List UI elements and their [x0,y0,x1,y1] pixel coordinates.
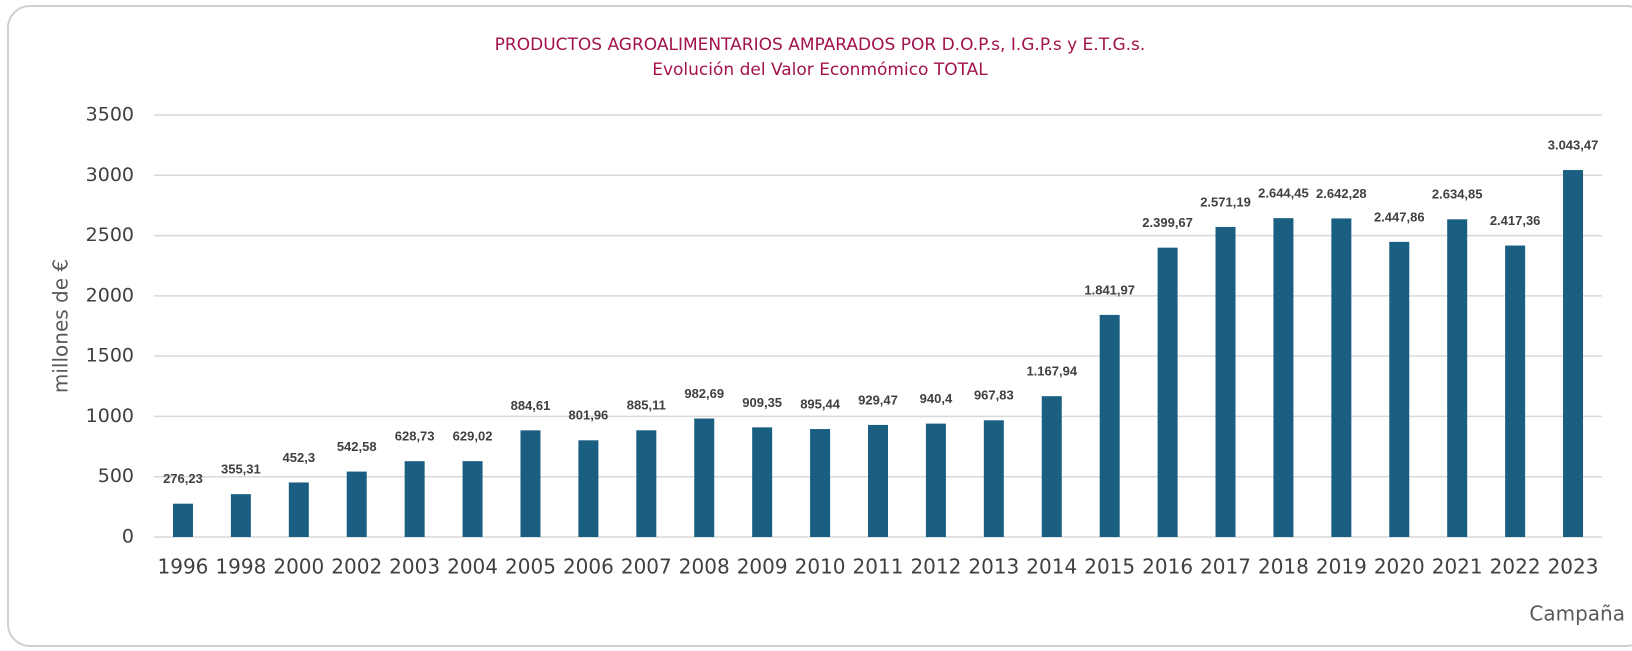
value-label: 2.642,28 [1316,186,1367,201]
value-label: 628,73 [395,429,435,444]
value-label: 895,44 [800,396,841,411]
y-tick-label: 1000 [86,405,134,427]
bar [1215,226,1236,537]
bar [810,429,831,537]
bar [1447,219,1468,537]
y-tick-label: 3500 [86,104,134,126]
x-tick-label: 2007 [621,555,672,579]
bar [1273,218,1294,537]
y-tick-label: 2000 [86,284,134,306]
x-axis-title: Campaña [1529,602,1625,626]
value-label: 967,83 [974,388,1014,403]
bar [868,424,888,537]
bar [288,482,309,537]
x-tick-label: 2020 [1374,555,1425,579]
bar [925,423,946,537]
chart-title: PRODUCTOS AGROALIMENTARIOS AMPARADOS POR… [495,35,1146,55]
bar [1157,247,1178,537]
x-tick-label: 2021 [1432,555,1483,579]
bar [462,461,483,537]
bar [404,461,425,537]
y-tick-label: 3000 [86,164,134,186]
x-tick-label: 2013 [968,555,1019,579]
x-tick-label: 2018 [1258,555,1309,579]
value-label: 2.447,86 [1374,209,1425,224]
bar [1331,218,1352,538]
x-tick-label: 2011 [853,555,904,579]
value-label: 2.417,36 [1490,213,1541,228]
value-label: 1.841,97 [1084,282,1135,297]
value-label: 355,31 [221,462,261,477]
value-label: 909,35 [742,395,782,410]
value-label: 542,58 [337,439,377,454]
bar [752,427,773,537]
bar [1389,241,1410,537]
value-label: 452,3 [283,450,316,465]
value-label: 929,47 [858,392,898,407]
x-tick-label: 2014 [1026,555,1077,579]
bar [172,503,193,537]
value-label: 885,11 [627,398,666,413]
value-label: 3.043,47 [1548,137,1599,152]
bar [1099,314,1120,537]
x-tick-label: 2016 [1142,555,1193,579]
x-tick-label: 2000 [273,555,324,579]
chart-subtitle: Evolución del Valor Econmómico TOTAL [652,60,988,80]
y-tick-label: 0 [122,526,134,548]
x-tick-label: 1996 [158,555,209,579]
bar [694,418,715,537]
y-tick-label: 2500 [86,224,134,246]
value-label: 1.167,94 [1026,364,1077,379]
x-tick-label: 2010 [795,555,846,579]
y-tick-label: 1500 [86,345,134,367]
y-tick-label: 500 [98,465,134,487]
value-label: 2.634,85 [1432,187,1483,202]
bar [520,430,541,537]
value-label: 2.399,67 [1142,215,1193,230]
x-tick-label: 2015 [1084,555,1135,579]
y-axis-title: millones de € [49,259,73,393]
value-label: 982,69 [684,386,724,401]
bar [578,440,599,537]
value-label: 276,23 [163,471,203,486]
x-tick-label: 2009 [737,555,788,579]
x-tick-label: 2002 [331,555,382,579]
chart-frame [7,5,1632,647]
x-tick-label: 2004 [447,555,498,579]
x-tick-label: 2006 [563,555,614,579]
value-label: 2.644,45 [1258,186,1309,201]
value-label: 940,4 [920,391,953,406]
bar [636,430,657,537]
value-label: 2.571,19 [1200,194,1251,209]
x-tick-label: 2012 [910,555,961,579]
x-tick-label: 1998 [215,555,266,579]
bar [983,420,1004,537]
x-tick-label: 2023 [1548,555,1599,579]
value-label: 629,02 [453,429,493,444]
bar [1041,396,1062,537]
x-tick-label: 2005 [505,555,556,579]
bar [230,494,251,537]
bar [1563,170,1584,537]
bar [1505,245,1526,537]
bar [346,471,367,537]
value-label: 884,61 [511,398,551,413]
x-tick-label: 2003 [389,555,440,579]
x-tick-label: 2019 [1316,555,1367,579]
value-label: 801,96 [569,408,609,423]
x-tick-label: 2017 [1200,555,1251,579]
x-tick-label: 2008 [679,555,730,579]
x-tick-label: 2022 [1490,555,1541,579]
